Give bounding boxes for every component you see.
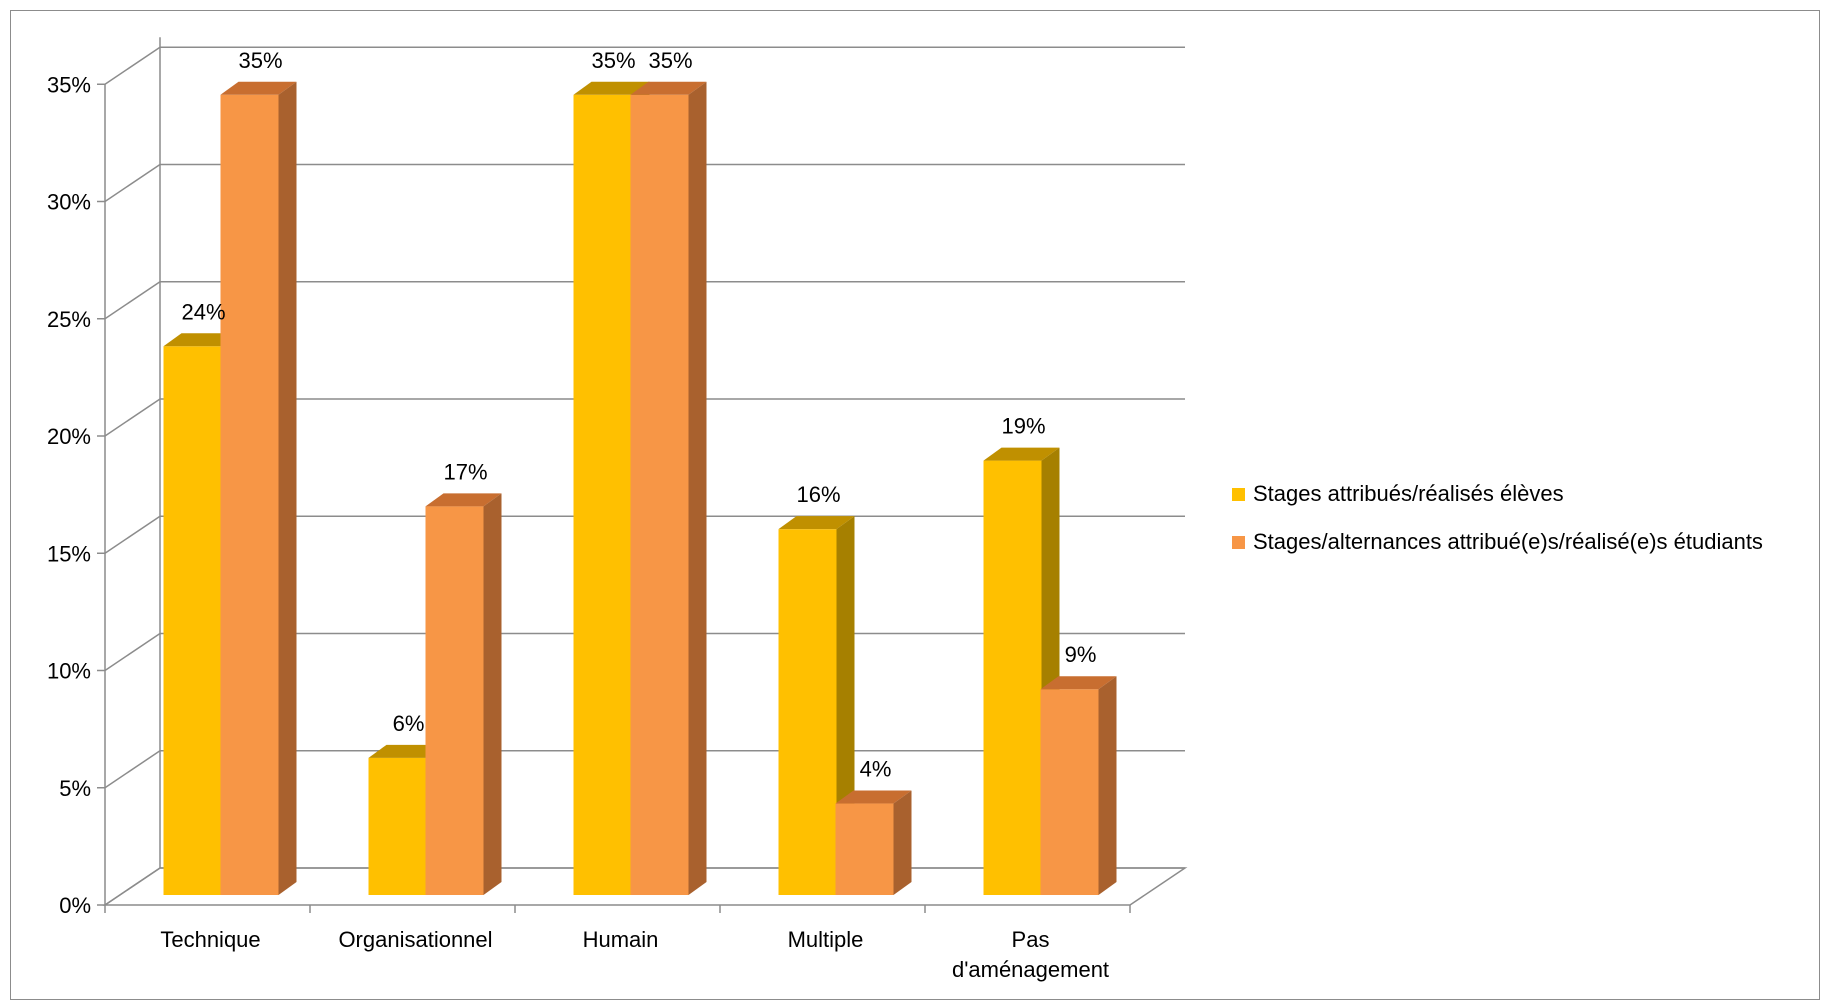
data-labels: 24% 6% 35% 16% 19% 35% 17% 35% 4% 9% — [181, 48, 1096, 782]
bar-front — [425, 506, 484, 895]
bar-series-2-1 — [220, 81, 297, 896]
x-tick-label: Organisationnel — [338, 927, 492, 952]
bar-front — [163, 346, 222, 895]
gridline — [104, 398, 1185, 437]
y-tick-label: 0% — [59, 893, 91, 918]
y-tick-label: 35% — [47, 72, 91, 97]
bar-top — [1040, 676, 1117, 690]
data-label: 17% — [443, 459, 487, 484]
bar-front — [983, 460, 1042, 895]
y-tick-label: 20% — [47, 424, 91, 449]
data-label: 19% — [1001, 414, 1045, 439]
data-label: 35% — [238, 48, 282, 73]
bar-front — [573, 94, 632, 896]
bar-top — [983, 447, 1060, 461]
legend-item-series-1: Stages attribués/réalisés élèves — [1232, 470, 1763, 518]
y-tick-label: 10% — [47, 659, 91, 684]
bar-top — [778, 516, 855, 530]
data-label: 6% — [393, 711, 425, 736]
data-label: 9% — [1065, 642, 1097, 667]
gridline — [104, 281, 1185, 320]
bar-top — [573, 81, 650, 95]
legend-label-series-2: Stages/alternances attribué(e)s/réalisé(… — [1253, 529, 1763, 554]
bar-series-2-3 — [630, 81, 707, 896]
y-tick-label: 5% — [59, 776, 91, 801]
data-label: 16% — [796, 482, 840, 507]
bar-side — [1098, 676, 1117, 895]
bar-front — [220, 94, 279, 896]
bar-series-2-5 — [1040, 676, 1117, 895]
legend-label-series-1: Stages attribués/réalisés élèves — [1253, 481, 1564, 506]
x-tick-label: Multiple — [788, 927, 864, 952]
y-axis-tick-labels: 0% 5% 10% 15% 20% 25% 30% 35% — [47, 72, 91, 918]
bar-front — [1040, 689, 1099, 895]
bar-front — [835, 803, 894, 895]
legend-item-series-2: Stages/alternances attribué(e)s/réalisé(… — [1232, 518, 1763, 566]
x-tick-label: Pas — [1012, 927, 1050, 952]
bar-top — [835, 790, 912, 804]
legend-swatch-series-2 — [1232, 535, 1245, 549]
bar-front — [778, 529, 837, 895]
bar-side — [688, 81, 707, 896]
data-label: 24% — [181, 299, 225, 324]
x-tick-label: d'aménagement — [952, 957, 1109, 982]
bar-front — [630, 94, 689, 896]
bar-top — [630, 81, 707, 95]
x-tick-label: Humain — [583, 927, 659, 952]
bar-series-2-4 — [835, 790, 912, 895]
bar-top — [425, 493, 502, 507]
bar-side — [278, 81, 297, 896]
chart-frame — [10, 10, 1820, 1000]
bar-series-2-2 — [425, 493, 502, 895]
x-axis-tick-labels: Technique Organisationnel Humain Multiple Pa… — [104, 905, 1131, 982]
y-tick-label: 15% — [47, 541, 91, 566]
bar-front — [368, 757, 427, 895]
bars — [163, 81, 1117, 896]
data-label: 35% — [591, 48, 635, 73]
bar-side — [893, 790, 912, 895]
bar-side — [483, 493, 502, 895]
gridline — [104, 46, 1185, 85]
legend-swatch-series-1 — [1232, 487, 1245, 501]
data-label: 4% — [860, 757, 892, 782]
data-label: 35% — [648, 48, 692, 73]
y-tick-label: 30% — [47, 190, 91, 215]
legend: Stages attribués/réalisés élèves Stages/… — [1232, 470, 1763, 566]
bar-top — [220, 81, 297, 95]
y-tick-label: 25% — [47, 307, 91, 332]
x-tick-label: Technique — [160, 927, 260, 952]
gridline — [104, 163, 1185, 203]
